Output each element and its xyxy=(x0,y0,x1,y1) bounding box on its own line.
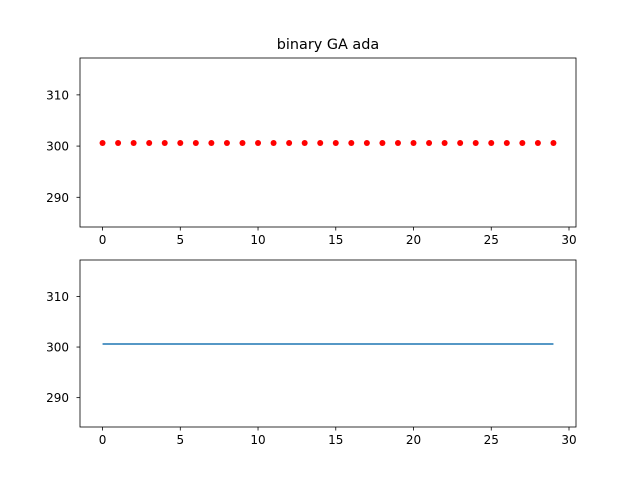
data-point xyxy=(519,140,526,147)
x-tick-label: 0 xyxy=(99,233,107,247)
x-tick-label: 15 xyxy=(328,233,343,247)
data-point xyxy=(488,140,495,147)
x-tick-label: 30 xyxy=(561,233,576,247)
data-point xyxy=(348,140,355,147)
data-point xyxy=(130,140,137,147)
chart-title: binary GA ada xyxy=(277,37,379,53)
data-point xyxy=(394,140,401,147)
x-tick-label: 30 xyxy=(561,433,576,447)
data-point xyxy=(317,140,324,147)
data-point xyxy=(161,140,168,147)
data-point xyxy=(534,140,541,147)
data-point xyxy=(239,140,246,147)
data-point xyxy=(270,140,277,147)
x-tick-label: 25 xyxy=(484,233,499,247)
x-tick-label: 10 xyxy=(250,433,265,447)
x-tick-label: 25 xyxy=(484,433,499,447)
data-point xyxy=(379,140,386,147)
data-point xyxy=(192,140,199,147)
y-tick-label: 290 xyxy=(46,191,69,205)
y-tick-label: 300 xyxy=(46,341,69,355)
y-tick-label: 310 xyxy=(46,88,69,102)
data-point xyxy=(286,140,293,147)
x-tick-label: 5 xyxy=(176,233,184,247)
x-tick-label: 0 xyxy=(99,433,107,447)
data-point xyxy=(426,140,433,147)
data-point xyxy=(146,140,153,147)
data-point xyxy=(550,140,557,147)
x-tick-label: 20 xyxy=(406,233,421,247)
bottom-line-axes: 0 5 10 15 20 25 30 290 300 310 xyxy=(46,259,577,447)
data-point xyxy=(301,140,308,147)
x-tick-label: 5 xyxy=(176,433,184,447)
data-point xyxy=(332,140,339,147)
top-scatter-axes: 0 5 10 15 20 25 30 290 300 310 xyxy=(46,57,577,247)
x-tick-label: 15 xyxy=(328,433,343,447)
data-point xyxy=(223,140,230,147)
data-point xyxy=(441,140,448,147)
data-point xyxy=(177,140,184,147)
data-point xyxy=(363,140,370,147)
y-tick-label: 290 xyxy=(46,391,69,405)
data-point xyxy=(208,140,215,147)
data-point xyxy=(255,140,262,147)
x-tick-label: 10 xyxy=(250,233,265,247)
data-point xyxy=(503,140,510,147)
y-tick-label: 310 xyxy=(46,290,69,304)
axes-frame xyxy=(79,57,577,228)
data-point xyxy=(99,140,106,147)
data-point xyxy=(410,140,417,147)
y-tick-label: 300 xyxy=(46,140,69,154)
data-point xyxy=(457,140,464,147)
data-point xyxy=(472,140,479,147)
data-point xyxy=(115,140,122,147)
axes-frame xyxy=(79,259,577,428)
x-tick-label: 20 xyxy=(406,433,421,447)
